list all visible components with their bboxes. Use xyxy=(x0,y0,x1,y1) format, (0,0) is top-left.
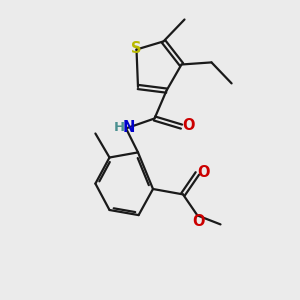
Text: O: O xyxy=(197,165,210,180)
Text: H: H xyxy=(114,121,125,134)
Text: O: O xyxy=(193,214,205,229)
Text: N: N xyxy=(122,120,135,135)
Text: O: O xyxy=(182,118,194,134)
Text: S: S xyxy=(131,41,141,56)
